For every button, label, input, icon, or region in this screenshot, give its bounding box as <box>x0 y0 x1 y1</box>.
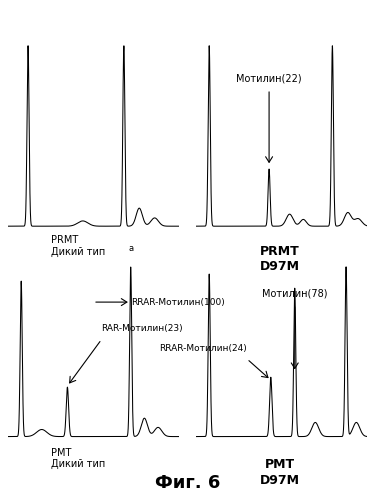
Text: Мотилин(22): Мотилин(22) <box>236 73 302 83</box>
Text: RAR-Мотилин(23): RAR-Мотилин(23) <box>102 324 183 334</box>
Text: PRMT
D97M: PRMT D97M <box>260 245 300 273</box>
Text: PMT
D97M: PMT D97M <box>260 458 300 486</box>
Text: RRAR-Мотилин(24): RRAR-Мотилин(24) <box>159 344 247 353</box>
Text: Мотилин(78): Мотилин(78) <box>262 288 327 298</box>
Text: RRAR-Мотилин(100): RRAR-Мотилин(100) <box>131 298 224 306</box>
Text: PRMT
Дикий тип: PRMT Дикий тип <box>51 235 105 256</box>
Text: a: a <box>128 244 133 254</box>
Text: Фиг. 6: Фиг. 6 <box>155 474 221 492</box>
Text: PMT
Дикий тип: PMT Дикий тип <box>51 448 105 469</box>
